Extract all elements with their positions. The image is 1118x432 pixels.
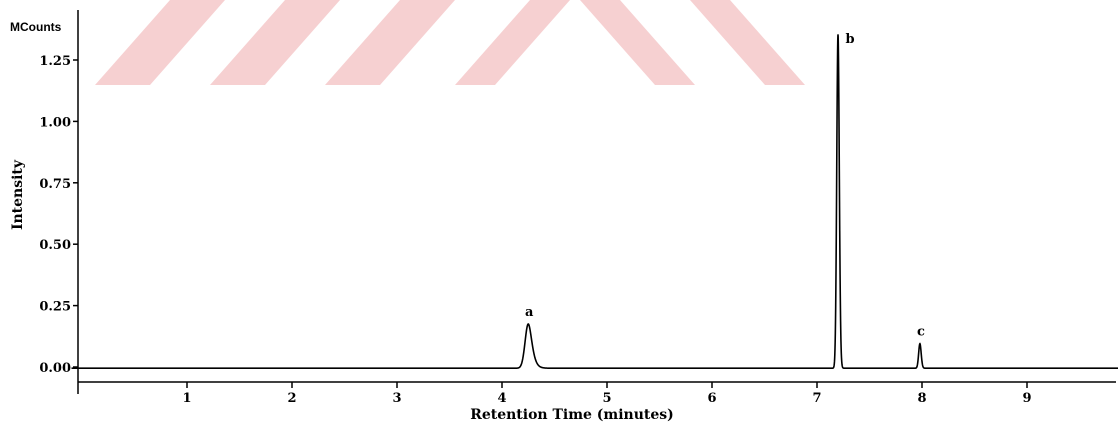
peak-label-c: c xyxy=(917,324,925,339)
y-tick-label-4: 1.00 xyxy=(39,115,71,130)
x-tick-label-2: 3 xyxy=(392,391,401,406)
x-tick-label-7: 8 xyxy=(917,391,926,406)
y-tick-label-3: 0.75 xyxy=(39,177,71,192)
y-tick-label-5: 1.25 xyxy=(39,54,71,69)
watermark-stripe-2 xyxy=(210,0,340,85)
watermark-stripe-1 xyxy=(95,0,225,85)
watermark-stripe-3 xyxy=(325,0,455,85)
watermark xyxy=(95,0,805,85)
x-axis-title: Retention Time (minutes) xyxy=(470,407,674,423)
y-tick-label-2: 0.50 xyxy=(39,238,71,253)
x-tick-label-8: 9 xyxy=(1022,391,1031,406)
y-axis-title: Intensity xyxy=(10,159,26,230)
y-ticks: 0.00 0.25 0.50 0.75 1.00 1.25 xyxy=(39,54,78,376)
y-unit-label: MCounts xyxy=(10,20,62,34)
x-tick-label-0: 1 xyxy=(182,391,191,406)
x-tick-label-6: 7 xyxy=(812,391,821,406)
x-tick-label-4: 5 xyxy=(602,391,611,406)
watermark-stripe-4 xyxy=(455,0,570,85)
watermark-stripe-5 xyxy=(580,0,695,85)
x-tick-label-1: 2 xyxy=(287,391,296,406)
peak-label-a: a xyxy=(525,305,534,320)
y-tick-label-0: 0.00 xyxy=(39,361,71,376)
y-tick-label-1: 0.25 xyxy=(39,300,71,315)
x-ticks: 1 2 3 4 5 6 7 8 9 xyxy=(182,382,1031,406)
x-tick-label-5: 6 xyxy=(707,391,716,406)
watermark-stripe-6 xyxy=(690,0,805,85)
x-tick-label-3: 4 xyxy=(497,391,506,406)
peak-labels: a b c xyxy=(525,32,925,339)
peak-label-b: b xyxy=(845,32,854,47)
